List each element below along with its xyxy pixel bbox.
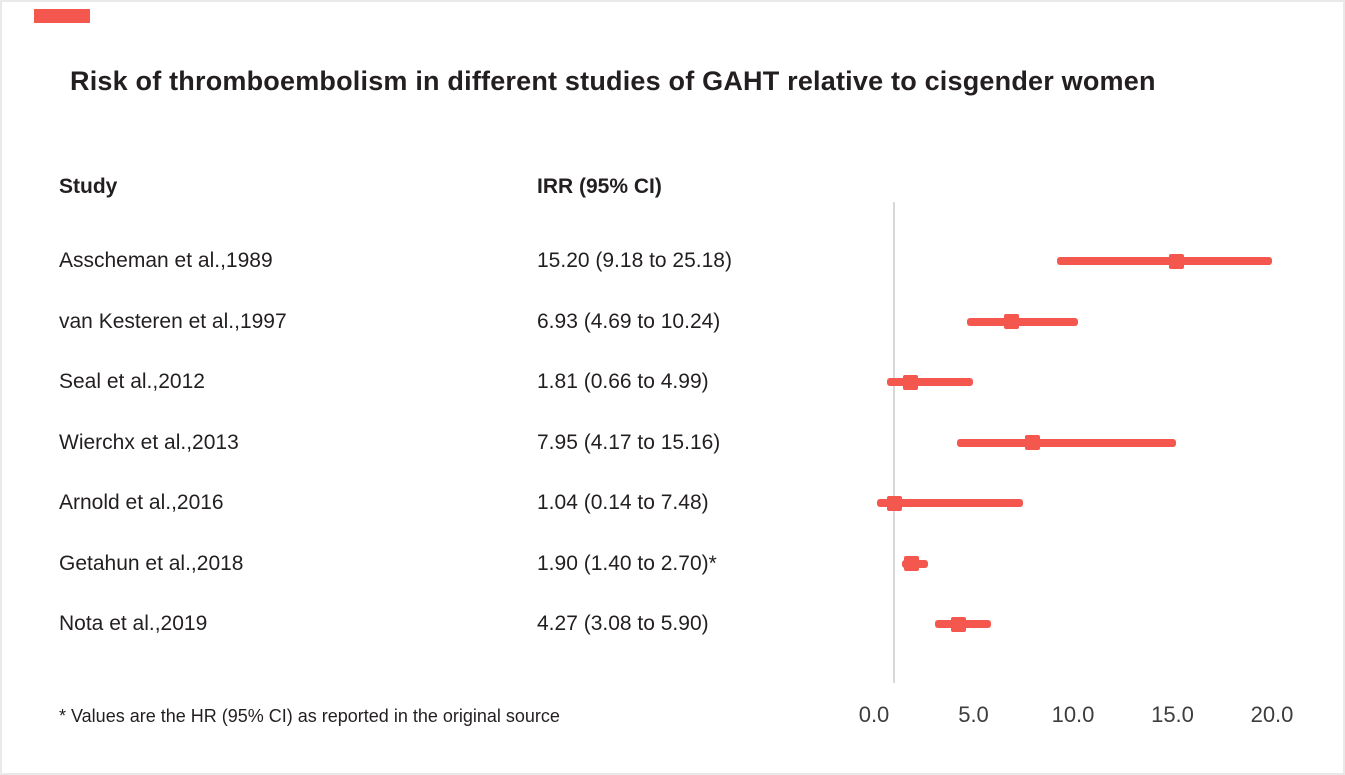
point-estimate-marker (887, 495, 903, 511)
point-estimate-marker (902, 374, 918, 390)
footnote: * Values are the HR (95% CI) as reported… (59, 706, 560, 726)
column-header-study: Study (59, 175, 118, 198)
study-irr-value: 1.90 (1.40 to 2.70)* (537, 551, 717, 575)
point-estimate-marker (1168, 253, 1184, 269)
point-estimate-marker (1004, 314, 1020, 329)
study-irr-value: 6.93 (4.69 to 10.24) (537, 309, 721, 333)
study-irr-value: 15.20 (9.18 to 25.18) (537, 249, 732, 272)
point-estimate-marker (1024, 435, 1040, 450)
point-estimate-marker (904, 556, 920, 571)
study-label: Arnold et al.,2016 (59, 491, 224, 514)
study-label: Asscheman et al.,1989 (59, 249, 273, 272)
confidence-interval-bar (956, 438, 1176, 447)
confidence-interval-bar (967, 317, 1078, 326)
x-tick-label: 20.0 (1250, 702, 1294, 727)
confidence-interval-bar (876, 499, 1023, 507)
x-tick-label: 15.0 (1151, 702, 1194, 727)
page-title: Risk of thromboembolism in different stu… (70, 66, 1156, 96)
brand-mark (34, 9, 90, 23)
confidence-interval-bar (887, 378, 974, 386)
study-label: van Kesteren et al.,1997 (59, 309, 287, 333)
point-estimate-marker (951, 616, 967, 632)
reference-line (892, 202, 895, 683)
x-tick-label: 0.0 (858, 702, 890, 727)
study-label: Getahun et al.,2018 (59, 551, 244, 575)
study-irr-value: 7.95 (4.17 to 15.16) (537, 430, 721, 454)
confidence-interval-bar (1056, 257, 1272, 265)
x-tick-label: 5.0 (958, 702, 989, 727)
x-tick-label: 10.0 (1051, 702, 1095, 727)
study-irr-value: 1.81 (0.66 to 4.99) (537, 370, 709, 393)
column-header-irr: IRR (95% CI) (537, 175, 662, 198)
study-label: Nota et al.,2019 (59, 612, 208, 635)
study-irr-value: 4.27 (3.08 to 5.90) (537, 612, 709, 635)
study-label: Wierchx et al.,2013 (59, 430, 239, 454)
study-label: Seal et al.,2012 (59, 370, 205, 393)
study-irr-value: 1.04 (0.14 to 7.48) (537, 491, 709, 514)
